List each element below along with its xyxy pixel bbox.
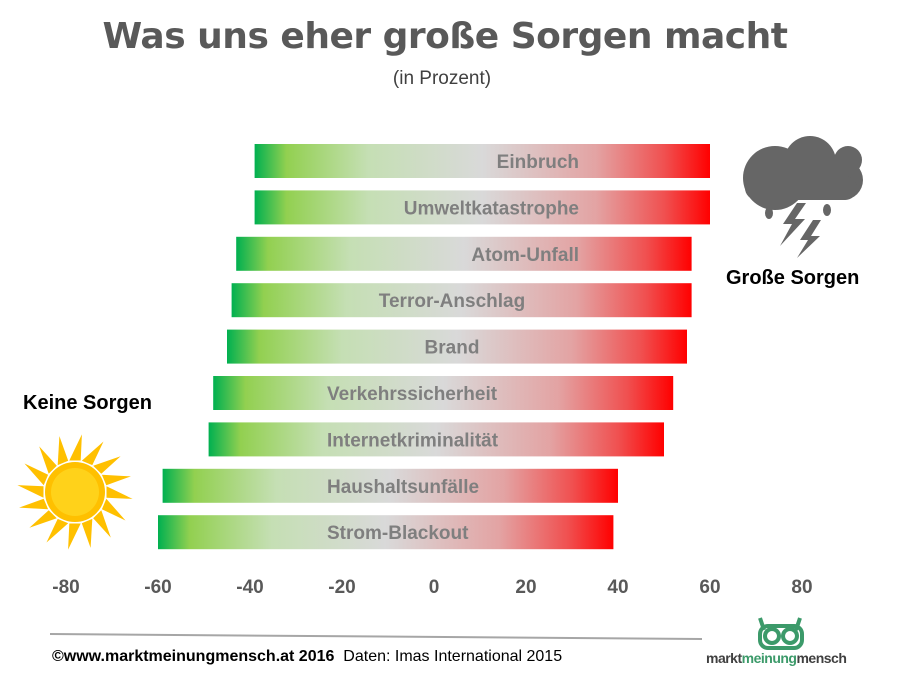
copyright-text: ©www.marktmeinungmensch.at 2016 xyxy=(52,648,335,665)
grosse-sorgen-label: Große Sorgen xyxy=(726,267,860,289)
bar-label: Verkehrssicherheit xyxy=(327,384,498,405)
bar-strom-blackout xyxy=(158,515,614,550)
x-tick-label: 0 xyxy=(429,577,440,598)
bar-label: Terror-Anschlag xyxy=(379,291,525,312)
chart-subtitle: (in Prozent) xyxy=(392,68,492,89)
chart-title: Was uns eher große Sorgen macht xyxy=(102,16,789,57)
bar-label: Internetkriminalität xyxy=(327,430,499,451)
x-tick-label: -80 xyxy=(52,577,79,598)
x-tick-label: -20 xyxy=(328,577,355,598)
bar-terror-anschlag xyxy=(231,283,692,318)
sun-icon xyxy=(17,434,133,550)
x-tick-label: 80 xyxy=(791,577,812,598)
bar-haushaltsunf-lle xyxy=(162,468,618,503)
owl-logo-icon xyxy=(758,617,804,650)
x-tick-label: 60 xyxy=(699,577,720,598)
x-tick-label: 20 xyxy=(515,577,536,598)
bar-brand xyxy=(227,329,687,364)
storm-cloud-icon xyxy=(743,136,863,258)
bar-einbruch xyxy=(254,144,710,178)
bar-verkehrssicherheit xyxy=(213,376,674,410)
bar-internetkriminalit-t xyxy=(208,422,664,457)
source-text: Daten: Imas International 2015 xyxy=(343,648,563,665)
footer-credits: ©www.marktmeinungmensch.at 2016 Daten: I… xyxy=(52,648,562,666)
bar-umweltkatastrophe xyxy=(254,190,710,225)
keine-sorgen-label: Keine Sorgen xyxy=(23,392,152,414)
brand-logo: marktmeinungmensch xyxy=(706,650,847,666)
logo-part1: markt xyxy=(706,650,742,666)
footer-divider xyxy=(49,633,703,640)
bar-label: Einbruch xyxy=(497,152,579,173)
x-tick-label: -60 xyxy=(144,577,171,598)
bar-label: Brand xyxy=(425,338,480,359)
logo-part3: mensch xyxy=(796,650,847,666)
logo-part2: meinung xyxy=(741,650,797,666)
bar-label: Atom-Unfall xyxy=(471,245,579,266)
bar-label: Strom-Blackout xyxy=(327,523,469,544)
bar-label: Haushaltsunfälle xyxy=(327,477,479,498)
x-tick-label: -40 xyxy=(236,577,263,598)
bar-label: Umweltkatastrophe xyxy=(404,198,579,219)
x-tick-label: 40 xyxy=(607,577,628,598)
bar-atom-unfall xyxy=(236,236,692,271)
